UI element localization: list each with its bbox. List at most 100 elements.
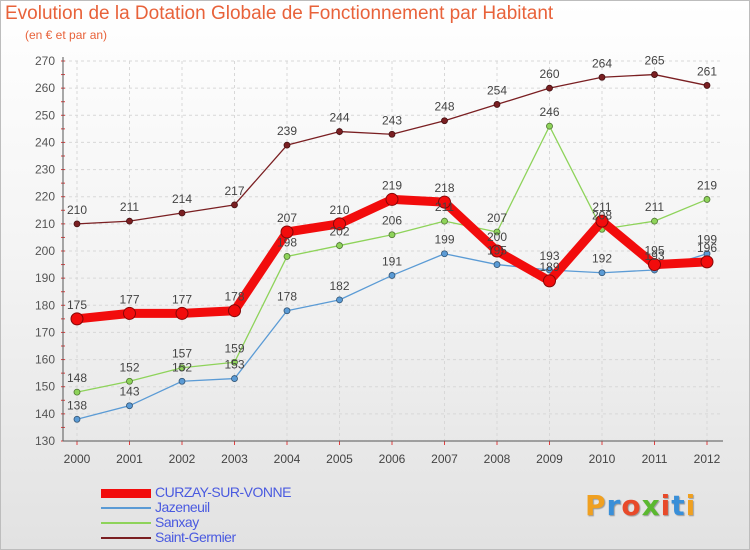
data-label-saint-germier: 243 — [382, 113, 402, 127]
y-tick-label: 170 — [35, 325, 55, 339]
legend-label: Sanxay — [155, 514, 199, 530]
x-tick-label: 2001 — [116, 452, 143, 466]
data-point-sanxay — [73, 388, 81, 396]
data-point-jazeneuil — [336, 296, 343, 304]
data-label-sanxay: 159 — [224, 341, 244, 355]
chart-subtitle: (en € et par an) — [25, 28, 108, 42]
logo-letter: i — [660, 489, 672, 522]
data-label-curzay-sur-vonne: 189 — [539, 260, 559, 274]
x-tick-label: 2006 — [379, 452, 406, 466]
data-point-saint-germier — [126, 217, 133, 225]
legend-item-saint-germier: Saint-Germier — [101, 529, 401, 545]
data-point-curzay-sur-vonne — [595, 214, 609, 228]
legend-swatch — [101, 507, 151, 509]
x-tick-label: 2004 — [274, 452, 301, 466]
data-label-saint-germier: 214 — [172, 192, 192, 206]
data-label-jazeneuil: 193 — [539, 249, 559, 263]
data-point-sanxay — [703, 196, 711, 203]
data-label-sanxay: 152 — [119, 360, 139, 374]
data-label-sanxay: 198 — [277, 235, 297, 249]
legend-label: Jazeneuil — [155, 499, 210, 515]
x-tick-label: 2007 — [431, 452, 458, 466]
data-label-curzay-sur-vonne: 196 — [697, 241, 717, 255]
data-label-curzay-sur-vonne: 207 — [277, 211, 297, 225]
data-label-jazeneuil: 199 — [434, 233, 454, 247]
legend-item-jazeneuil: Jazeneuil — [101, 499, 401, 515]
data-point-jazeneuil — [231, 375, 238, 382]
y-tick-label: 230 — [35, 163, 55, 177]
data-point-saint-germier — [493, 101, 501, 108]
data-point-saint-germier — [73, 220, 81, 228]
data-label-sanxay: 148 — [67, 371, 87, 385]
data-point-jazeneuil — [598, 269, 606, 277]
data-point-sanxay — [126, 377, 133, 385]
logo-letter: i — [685, 489, 697, 522]
data-label-saint-germier: 244 — [329, 111, 349, 125]
data-label-saint-germier: 217 — [224, 184, 244, 198]
data-point-curzay-sur-vonne — [280, 225, 294, 239]
data-point-saint-germier — [651, 71, 658, 78]
data-label-curzay-sur-vonne: 178 — [224, 290, 244, 304]
data-label-saint-germier: 264 — [592, 56, 612, 70]
x-tick-label: 2002 — [169, 452, 196, 466]
x-tick-label: 2003 — [221, 452, 248, 466]
data-point-sanxay — [546, 122, 553, 130]
y-tick-label: 150 — [35, 380, 55, 394]
data-label-sanxay: 211 — [435, 200, 454, 214]
y-tick-label: 240 — [35, 135, 55, 149]
data-label-curzay-sur-vonne: 210 — [329, 203, 349, 217]
data-point-jazeneuil — [493, 261, 501, 268]
y-tick-label: 130 — [35, 434, 55, 448]
legend-item-sanxay: Sanxay — [101, 514, 401, 530]
data-point-curzay-sur-vonne — [543, 274, 556, 288]
data-label-saint-germier: 211 — [120, 200, 139, 214]
data-label-curzay-sur-vonne: 195 — [644, 244, 664, 258]
data-label-sanxay: 211 — [645, 200, 664, 214]
logo-letter: P — [585, 489, 607, 522]
data-point-jazeneuil — [126, 402, 133, 410]
data-point-jazeneuil — [441, 250, 448, 258]
data-point-sanxay — [493, 228, 501, 236]
data-label-jazeneuil: 153 — [224, 358, 244, 372]
data-point-curzay-sur-vonne — [70, 312, 84, 326]
y-tick-label: 250 — [35, 108, 55, 122]
data-point-saint-germier — [231, 201, 238, 209]
data-point-sanxay — [178, 364, 186, 372]
y-tick-label: 260 — [35, 81, 55, 95]
legend-item-curzay-sur-vonne: CURZAY-SUR-VONNE — [101, 484, 401, 500]
x-tick-label: 2008 — [484, 452, 511, 466]
data-label-jazeneuil: 193 — [644, 249, 664, 263]
data-label-jazeneuil: 199 — [697, 233, 717, 247]
x-tick-label: 2010 — [589, 452, 616, 466]
data-point-saint-germier — [441, 117, 448, 125]
data-label-sanxay: 157 — [172, 347, 192, 361]
data-point-jazeneuil — [73, 415, 81, 423]
series-layer — [70, 71, 714, 423]
data-label-saint-germier: 260 — [539, 67, 559, 81]
data-point-jazeneuil — [283, 307, 291, 315]
y-tick-label: 200 — [35, 244, 55, 258]
data-label-jazeneuil: 178 — [277, 290, 297, 304]
data-label-curzay-sur-vonne: 219 — [382, 178, 402, 192]
data-point-sanxay — [336, 242, 343, 249]
data-point-saint-germier — [546, 84, 553, 92]
y-tick-label: 220 — [35, 190, 55, 204]
x-tick-label: 2005 — [326, 452, 353, 466]
data-label-curzay-sur-vonne: 218 — [434, 181, 454, 195]
data-point-curzay-sur-vonne — [490, 244, 504, 258]
data-label-sanxay: 206 — [382, 214, 402, 228]
data-point-saint-germier — [598, 73, 606, 81]
data-point-jazeneuil — [178, 377, 186, 385]
data-label-curzay-sur-vonne: 175 — [67, 298, 87, 312]
data-point-curzay-sur-vonne — [648, 258, 661, 272]
data-point-curzay-sur-vonne — [333, 217, 346, 231]
logo-letter: t — [671, 489, 686, 522]
data-label-curzay-sur-vonne: 177 — [172, 292, 192, 306]
data-label-sanxay: 246 — [539, 105, 559, 119]
data-point-jazeneuil — [388, 272, 396, 279]
data-point-saint-germier — [178, 209, 186, 217]
data-point-saint-germier — [283, 141, 291, 149]
data-point-curzay-sur-vonne — [228, 304, 241, 318]
